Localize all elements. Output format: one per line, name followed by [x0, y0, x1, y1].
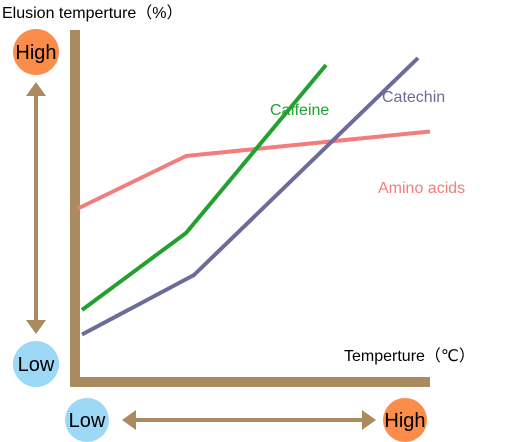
x-scale-arrow-left [122, 410, 136, 430]
x-high-label: High [384, 410, 425, 432]
x-axis-title: Temperture（℃） [344, 347, 475, 365]
series-label-caffeine: Caffeine [270, 102, 329, 119]
series-line-amino-acids [77, 129, 431, 211]
y-scale-arrow-up [26, 82, 46, 96]
x-low-label: Low [69, 410, 106, 432]
y-axis-title: Elusion temperture（%） [2, 4, 183, 22]
x-scale-arrow-right [362, 410, 376, 430]
series-label-catechin: Catechin [382, 89, 445, 106]
y-low-circle [13, 341, 59, 387]
y-high-circle [13, 29, 59, 75]
series-line-caffeine [80, 63, 328, 312]
series-line-catechin [81, 56, 420, 337]
x-low-circle [65, 398, 109, 442]
x-axis-bar [70, 377, 430, 387]
series-label-amino-acids: Amino acids [378, 180, 465, 197]
y-low-label: Low [18, 354, 55, 376]
y-axis-bar [70, 30, 80, 387]
y-high-label: High [15, 42, 56, 64]
y-scale-arrow-down [26, 320, 46, 334]
x-high-circle [383, 398, 427, 442]
